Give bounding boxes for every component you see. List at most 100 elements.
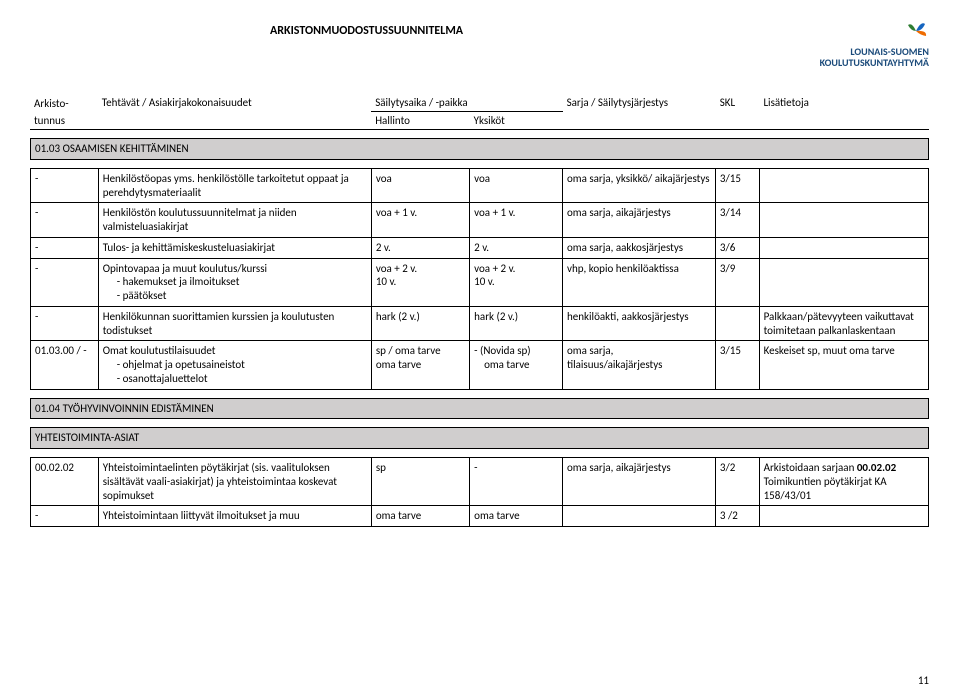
cell-c5: oma sarja, aikajärjestys	[562, 458, 715, 506]
cell-c5	[562, 506, 715, 527]
hdr-arkisto-l2: tunnus	[30, 112, 98, 130]
hdr-skl: SKL	[716, 94, 760, 130]
hdr-sarja: Sarja / Säilytysjärjestys	[563, 94, 716, 130]
cell-c4: hark (2 v.)	[470, 306, 563, 341]
cell-c6: 3/14	[715, 203, 759, 238]
cell-c6: 3/15	[715, 168, 759, 203]
cell-c4: oma tarve	[470, 506, 563, 527]
cell-c7	[759, 203, 928, 238]
cell-c2: Tulos- ja kehittämiskeskusteluasiakirjat	[98, 237, 371, 258]
cell-c6: 3 /2	[715, 506, 759, 527]
cell-c2: Omat koulutustilaisuudet - ohjelmat ja o…	[98, 341, 371, 389]
table-row: - Henkilöstön koulutussuunnitelmat ja ni…	[31, 203, 929, 238]
document-title: ARKISTONMUODOSTUSSUUNNITELMA	[270, 24, 463, 38]
cell-c5: vhp, kopio henkilöaktissa	[562, 258, 715, 306]
cell-c3-l2: voa + 2 v.	[376, 262, 465, 276]
section-2-heading: 01.04 TYÖHYVINVOINNIN EDISTÄMINEN	[31, 398, 929, 419]
cell-c1: -	[31, 168, 99, 203]
cell-c4-l3: oma tarve	[474, 358, 558, 372]
document-header: ARKISTONMUODOSTUSSUUNNITELMA LOUNAIS-SUO…	[30, 18, 929, 88]
cell-c3: voa	[371, 168, 469, 203]
cell-c6: 3/15	[715, 341, 759, 389]
cell-c5: oma sarja, aakkosjärjestys	[562, 237, 715, 258]
table-row: - Henkilöstöopas yms. henkilöstölle tark…	[31, 168, 929, 203]
cell-c7: Keskeiset sp, muut oma tarve	[759, 341, 928, 389]
cell-c3: sp / oma tarve oma tarve	[371, 341, 469, 389]
cell-c1: -	[31, 506, 99, 527]
cell-c3: oma tarve	[371, 506, 469, 527]
cell-c5: oma sarja, yksikkö/ aikajärjestys	[562, 168, 715, 203]
cell-c3: 2 v.	[371, 237, 469, 258]
cell-c7: Palkkaan/pätevyyteen vaikuttavat toimite…	[759, 306, 928, 341]
cell-c2-sub1: - ohjelmat ja opetusaineistot	[103, 358, 367, 372]
table-row: 01.03.00 / - Omat koulutustilaisuudet - …	[31, 341, 929, 389]
cell-c6: 3/9	[715, 258, 759, 306]
section-3-heading: YHTEISTOIMINTA-ASIAT	[31, 428, 929, 449]
cell-c3: sp	[371, 458, 469, 506]
section-1-heading-table: 01.03 OSAAMISEN KEHITTÄMINEN	[30, 138, 929, 160]
section-3-heading-table: YHTEISTOIMINTA-ASIAT	[30, 427, 929, 449]
cell-c2-sub2: - päätökset	[103, 289, 367, 303]
cell-c4-l3: 10 v.	[474, 275, 558, 289]
cell-c3: voa + 1 v.	[371, 203, 469, 238]
hdr-yksikot: Yksiköt	[470, 112, 563, 130]
cell-c4: -	[470, 458, 563, 506]
cell-c1: -	[31, 258, 99, 306]
cell-c2-sub2: - osanottajaluettelot	[103, 372, 367, 386]
section-1-heading: 01.03 OSAAMISEN KEHITTÄMINEN	[31, 139, 929, 160]
section-2-heading-table: 01.04 TYÖHYVINVOINNIN EDISTÄMINEN	[30, 398, 929, 420]
cell-c4-l2: - (Novida sp)	[474, 344, 558, 358]
bold-ref: 00.02.02	[857, 461, 896, 474]
org-logo: LOUNAIS-SUOMEN KOULUTUSKUNTAYHTYMÄ	[820, 18, 929, 68]
cell-c3-l2: sp / oma tarve	[376, 344, 465, 358]
hdr-arkisto-l1: Arkisto-	[30, 94, 98, 112]
hdr-lisa: Lisätietoja	[759, 94, 929, 130]
cell-c2-main: Opintovapaa ja muut koulutus/kurssi	[103, 262, 267, 275]
cell-c4: - (Novida sp) oma tarve	[470, 341, 563, 389]
cell-c4: voa + 2 v. 10 v.	[470, 258, 563, 306]
cell-c5: henkilöakti, aakkosjärjestys	[562, 306, 715, 341]
leaf-icon	[903, 18, 929, 44]
cell-c4-l2: voa + 2 v.	[474, 262, 558, 276]
hdr-tehtavat: Tehtävät / Asiakirjakokonaisuudet	[98, 94, 371, 130]
table-row: 00.02.02 Yhteistoimintaelinten pöytäkirj…	[31, 458, 929, 506]
logo-text-line2: KOULUTUSKUNTAYHTYMÄ	[820, 57, 929, 68]
cell-c7	[759, 258, 928, 306]
cell-c4: 2 v.	[470, 237, 563, 258]
cell-c7: Arkistoidaan sarjaan 00.02.02 Toimikunti…	[759, 458, 928, 506]
cell-c6: 3/2	[715, 458, 759, 506]
cell-c2: Yhteistoimintaan liittyvät ilmoitukset j…	[98, 506, 371, 527]
table-row: - Henkilökunnan suorittamien kurssien ja…	[31, 306, 929, 341]
cell-c2-sub1: - hakemukset ja ilmoitukset	[103, 275, 367, 289]
cell-c3-l3: 10 v.	[376, 275, 465, 289]
cell-c1: -	[31, 203, 99, 238]
cell-c3: voa + 2 v. 10 v.	[371, 258, 469, 306]
section-3-table: 00.02.02 Yhteistoimintaelinten pöytäkirj…	[30, 457, 929, 527]
cell-c5: oma sarja, tilaisuus/aikajärjestys	[562, 341, 715, 389]
cell-c1: 01.03.00 / -	[31, 341, 99, 389]
cell-c2-main: Omat koulutustilaisuudet	[103, 344, 216, 357]
cell-c3: hark (2 v.)	[371, 306, 469, 341]
cell-c3-l3: oma tarve	[376, 358, 465, 372]
cell-c2: Henkilöstöopas yms. henkilöstölle tarkoi…	[98, 168, 371, 203]
cell-c1: -	[31, 306, 99, 341]
hdr-hallinto: Hallinto	[371, 112, 469, 130]
hdr-sailyty: Säilytysaika / -paikka	[371, 94, 562, 112]
cell-c2: Henkilökunnan suorittamien kurssien ja k…	[98, 306, 371, 341]
cell-c1: -	[31, 237, 99, 258]
cell-c2: Yhteistoimintaelinten pöytäkirjat (sis. …	[98, 458, 371, 506]
table-row: - Opintovapaa ja muut koulutus/kurssi - …	[31, 258, 929, 306]
page-number: 11	[918, 674, 929, 687]
cell-c4: voa	[470, 168, 563, 203]
cell-c6: 3/6	[715, 237, 759, 258]
cell-c5: oma sarja, aikajärjestys	[562, 203, 715, 238]
master-header-table: Arkisto- Tehtävät / Asiakirjakokonaisuud…	[30, 94, 929, 130]
cell-c7	[759, 237, 928, 258]
section-1-table: - Henkilöstöopas yms. henkilöstölle tark…	[30, 168, 929, 390]
cell-c2: Henkilöstön koulutussuunnitelmat ja niid…	[98, 203, 371, 238]
cell-c2: Opintovapaa ja muut koulutus/kurssi - ha…	[98, 258, 371, 306]
cell-c7	[759, 168, 928, 203]
cell-c7	[759, 506, 928, 527]
cell-c1: 00.02.02	[31, 458, 99, 506]
table-row: - Tulos- ja kehittämiskeskusteluasiakirj…	[31, 237, 929, 258]
